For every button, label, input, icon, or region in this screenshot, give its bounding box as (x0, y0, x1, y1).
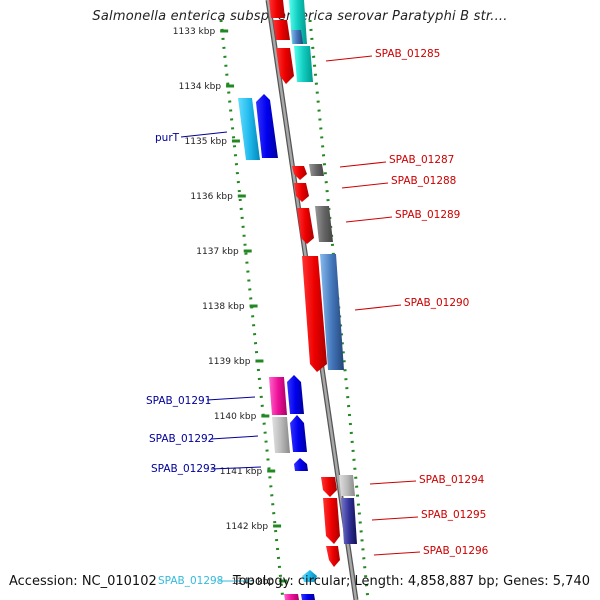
label-connector (339, 161, 387, 168)
gene-feature[interactable] (272, 417, 290, 453)
gene-feature[interactable] (339, 475, 355, 496)
gene-feature[interactable] (326, 546, 340, 567)
gene-feature[interactable] (269, 0, 285, 18)
label-connector (354, 304, 402, 311)
tick-label: 1133 kbp (173, 27, 216, 37)
gene-label[interactable]: SPAB_01291 (146, 395, 211, 407)
gene-feature[interactable] (294, 458, 308, 471)
label-connector (369, 480, 417, 485)
label-connector (373, 551, 421, 556)
gene-feature[interactable] (294, 46, 313, 82)
gene-feature[interactable] (315, 206, 333, 242)
gene-feature[interactable] (297, 208, 314, 244)
tick-label: 1139 kbp (208, 357, 251, 367)
tick-label: 1140 kbp (214, 412, 257, 422)
gene-feature[interactable] (284, 594, 299, 600)
gene-label[interactable]: SPAB_01295 (421, 509, 486, 521)
gene-label[interactable]: SPAB_01285 (375, 48, 440, 60)
gene-label[interactable]: SPAB_01289 (395, 209, 460, 221)
tick-label: 1135 kbp (185, 137, 228, 147)
label-connector (180, 131, 228, 138)
tick-label: 1136 kbp (190, 192, 233, 202)
label-connector (206, 396, 256, 401)
gene-feature[interactable] (256, 94, 278, 158)
tick-label: 1142 kbp (226, 522, 269, 532)
gene-feature[interactable] (323, 498, 340, 544)
gene-feature[interactable] (292, 166, 307, 180)
gene-label[interactable]: SPAB_01287 (389, 154, 454, 166)
tick-label: 1143 kbp (232, 577, 275, 587)
label-connector (341, 182, 389, 189)
gene-feature[interactable] (301, 594, 315, 600)
accession-text: Accession: NC_010102 (9, 574, 157, 589)
tick-label: 1137 kbp (196, 247, 239, 257)
label-connector (210, 435, 259, 440)
gene-label[interactable]: SPAB_01298 (158, 575, 223, 587)
dotted-track-left (219, 19, 285, 600)
label-connector (345, 216, 393, 223)
tick-label: 1138 kbp (202, 302, 245, 312)
gene-track (238, 0, 357, 600)
gene-label[interactable]: SPAB_01292 (149, 433, 214, 445)
gene-feature[interactable] (294, 183, 309, 202)
label-connector (371, 516, 419, 521)
gene-feature[interactable] (276, 48, 294, 84)
kbp-ticks: 1133 kbp 1134 kbp 1135 kbp 1136 kbp 1137 kbp… (173, 27, 287, 587)
gene-feature[interactable] (341, 498, 357, 544)
gene-feature[interactable] (287, 375, 304, 414)
gene-feature[interactable] (269, 377, 287, 415)
dotted-tracks (219, 19, 370, 600)
gene-label[interactable]: purT (155, 132, 180, 144)
tick-label: 1134 kbp (179, 82, 222, 92)
gene-feature[interactable] (320, 254, 344, 370)
gene-feature[interactable] (291, 30, 303, 44)
gene-label[interactable]: SPAB_01294 (419, 474, 485, 486)
gene-labels: SPAB_01285 purT SPAB_01287 SPAB_01288 SPAB_0… (146, 48, 489, 587)
gene-feature[interactable] (309, 164, 324, 176)
gene-feature[interactable] (273, 20, 290, 40)
gene-feature[interactable] (321, 477, 337, 497)
gene-feature[interactable] (238, 98, 260, 160)
gene-label[interactable]: SPAB_01290 (404, 297, 469, 309)
gene-feature[interactable] (302, 256, 327, 372)
gene-feature[interactable] (302, 570, 317, 582)
gene-label[interactable]: SPAB_01296 (423, 545, 489, 557)
genome-summary-text: Topology: circular; Length: 4,858,887 bp… (232, 574, 590, 589)
tick-label: 1141 kbp (220, 467, 263, 477)
label-connector (325, 55, 373, 62)
gene-feature[interactable] (290, 415, 307, 452)
label-connector (210, 466, 262, 470)
gene-label[interactable]: SPAB_01293 (151, 463, 216, 475)
gene-label[interactable]: SPAB_01288 (391, 175, 456, 187)
